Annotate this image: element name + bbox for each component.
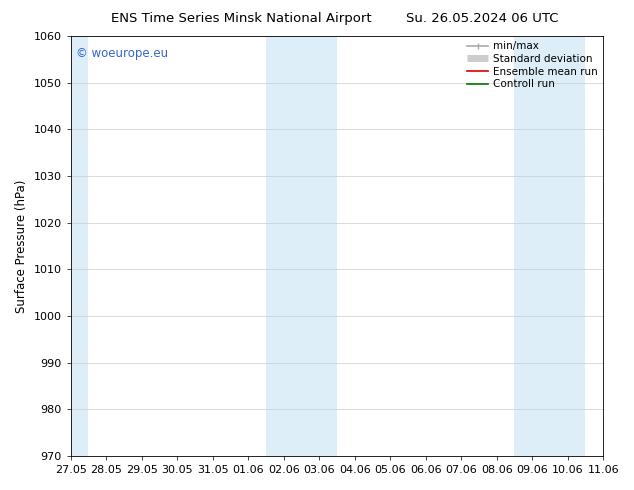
Y-axis label: Surface Pressure (hPa): Surface Pressure (hPa): [15, 179, 28, 313]
Bar: [514, 36, 585, 456]
Legend: min/max, Standard deviation, Ensemble mean run, Controll run: min/max, Standard deviation, Ensemble me…: [465, 39, 600, 91]
Text: Su. 26.05.2024 06 UTC: Su. 26.05.2024 06 UTC: [406, 12, 558, 25]
Text: © woeurope.eu: © woeurope.eu: [76, 47, 168, 60]
Bar: [71, 36, 89, 456]
Bar: [266, 36, 337, 456]
Text: ENS Time Series Minsk National Airport: ENS Time Series Minsk National Airport: [110, 12, 372, 25]
